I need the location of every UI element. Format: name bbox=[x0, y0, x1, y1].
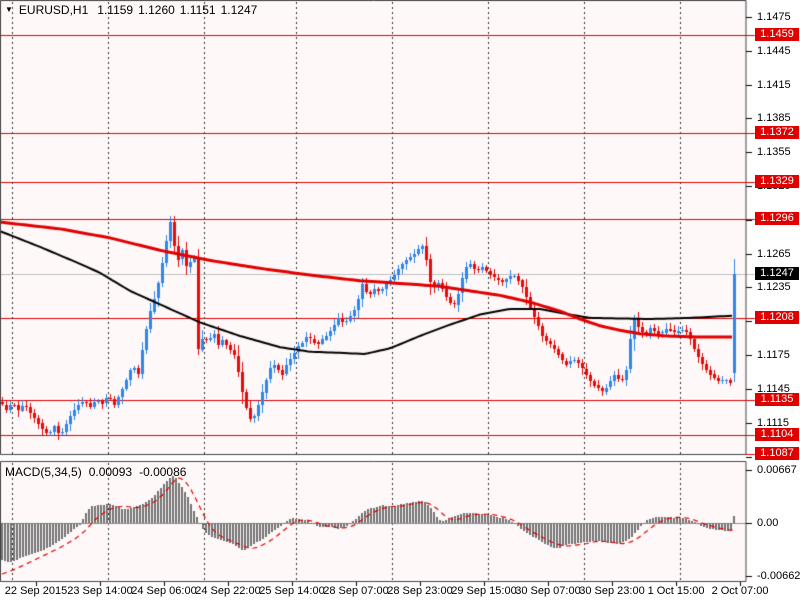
symbol-dropdown-icon[interactable]: ▼ bbox=[5, 5, 13, 14]
chart-header: ▼ EURUSD,H1 1.1159 1.1260 1.1151 1.1247 bbox=[5, 3, 257, 17]
time-label: 29 Sep 15:00 bbox=[451, 585, 517, 597]
level-price-label: 1.1135 bbox=[755, 393, 799, 406]
time-label: 24 Sep 06:00 bbox=[131, 585, 197, 597]
macd-tick-label: 0.00667 bbox=[757, 464, 797, 476]
macd-header: MACD(5,34,5) 0.00093 -0.00086 bbox=[5, 465, 186, 479]
symbol-label: EURUSD,H1 bbox=[18, 3, 89, 17]
high-value: 1.1260 bbox=[138, 3, 175, 17]
time-label: 30 Sep 23:00 bbox=[579, 585, 645, 597]
price-tick-label: 1.1115 bbox=[757, 417, 790, 429]
time-label: 2 Oct 07:00 bbox=[711, 585, 769, 597]
price-tick-label: 1.1235 bbox=[757, 281, 791, 293]
time-label: 23 Sep 14:00 bbox=[67, 585, 133, 597]
time-label: 24 Sep 22:00 bbox=[195, 585, 261, 597]
level-price-label: 1.1104 bbox=[755, 428, 799, 441]
macd-main-value: 0.00093 bbox=[88, 465, 133, 479]
macd-signal-value: -0.00086 bbox=[139, 465, 187, 479]
macd-tick-label: 0.00 bbox=[757, 517, 779, 529]
time-label: 22 Sep 2015 bbox=[4, 585, 68, 597]
macd-panel[interactable] bbox=[0, 461, 746, 582]
close-value: 1.1247 bbox=[220, 3, 258, 17]
time-label: 1 Oct 15:00 bbox=[647, 585, 705, 597]
price-tick-label: 1.1385 bbox=[757, 112, 791, 124]
time-label: 30 Sep 07:00 bbox=[515, 585, 581, 597]
low-value: 1.1151 bbox=[179, 3, 216, 17]
open-value: 1.1159 bbox=[97, 3, 134, 17]
time-label: 28 Sep 23:00 bbox=[387, 585, 453, 597]
macd-tick-label: -0.00662 bbox=[757, 570, 800, 582]
level-price-label: 1.1087 bbox=[755, 447, 799, 460]
price-tick-label: 1.1355 bbox=[757, 146, 791, 158]
level-price-label: 1.1208 bbox=[755, 311, 799, 324]
level-price-label: 1.1459 bbox=[755, 28, 799, 41]
time-label: 25 Sep 14:00 bbox=[259, 585, 325, 597]
price-chart-panel[interactable] bbox=[0, 0, 746, 455]
price-tick-label: 1.1445 bbox=[757, 45, 791, 57]
macd-indicator-label: MACD(5,34,5) bbox=[5, 465, 82, 479]
price-tick-label: 1.1175 bbox=[757, 349, 790, 361]
price-tick-label: 1.1265 bbox=[757, 248, 791, 260]
level-price-label: 1.1372 bbox=[755, 126, 799, 139]
level-price-label: 1.1329 bbox=[755, 175, 799, 188]
price-tick-label: 1.1145 bbox=[757, 383, 790, 395]
time-label: 28 Sep 07:00 bbox=[323, 585, 389, 597]
price-tick-label: 1.1475 bbox=[757, 11, 791, 23]
current-price-label: 1.1247 bbox=[755, 267, 799, 280]
level-price-label: 1.1296 bbox=[755, 212, 799, 225]
price-tick-label: 1.1415 bbox=[757, 79, 791, 91]
